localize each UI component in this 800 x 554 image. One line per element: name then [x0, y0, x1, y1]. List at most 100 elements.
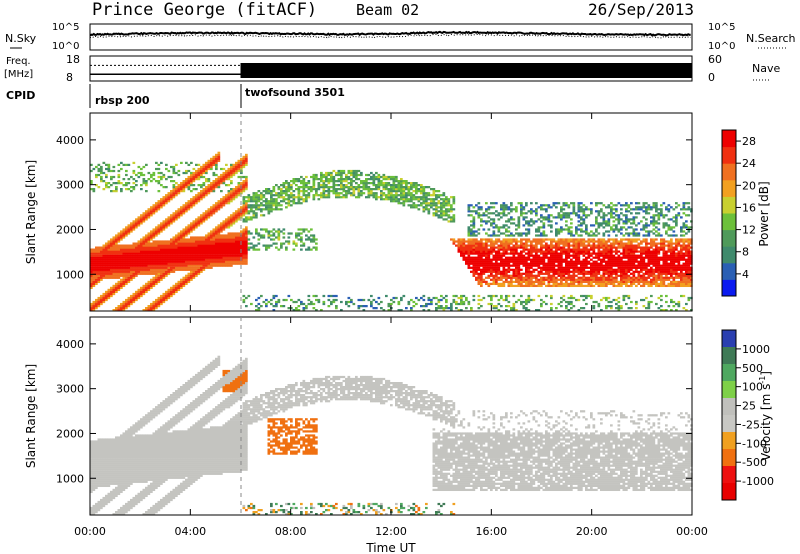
power-cell — [470, 244, 473, 247]
power-cell — [97, 173, 101, 177]
power-cell — [292, 196, 296, 199]
power-cell — [227, 192, 231, 195]
power-cell — [400, 196, 403, 199]
power-cell — [560, 276, 563, 279]
power-cell — [592, 276, 596, 279]
power-cell — [117, 286, 121, 290]
power-cell — [197, 250, 201, 253]
power-cell — [472, 216, 476, 219]
power-cell — [105, 262, 108, 265]
power-cell — [170, 268, 173, 271]
power-cell — [140, 252, 143, 255]
power-cell — [547, 284, 551, 288]
power-cell — [150, 208, 153, 211]
power-cell — [310, 238, 313, 241]
power-cell — [147, 305, 151, 308]
power-cell — [132, 300, 136, 304]
power-cell — [487, 262, 491, 265]
power-cell — [287, 294, 291, 298]
power-cell — [112, 258, 116, 261]
power-cell — [370, 300, 373, 304]
power-cell — [470, 230, 473, 233]
power-cell — [397, 309, 401, 312]
power-cell — [580, 250, 583, 253]
power-cell — [557, 248, 561, 251]
power-cell — [230, 240, 233, 243]
power-cell — [295, 188, 298, 191]
power-cell — [495, 264, 498, 267]
power-cell — [597, 226, 601, 229]
power-cell — [195, 188, 198, 191]
power-cell — [165, 178, 168, 181]
power-cell — [482, 296, 486, 300]
power-cell — [567, 256, 571, 259]
power-cell — [560, 300, 563, 304]
power-cell — [452, 196, 456, 199]
power-cell — [177, 260, 181, 263]
power-cell — [560, 260, 563, 263]
power-cell — [162, 248, 166, 251]
power-cell — [445, 208, 448, 211]
power-cell — [587, 250, 591, 253]
power-cell — [147, 236, 151, 239]
power-cell — [512, 284, 516, 288]
power-cell — [147, 270, 151, 273]
power-cell — [165, 270, 168, 273]
power-cell — [177, 214, 181, 217]
power-cell — [485, 256, 488, 259]
power-cell — [565, 276, 568, 279]
power-cell — [480, 272, 483, 275]
power-cell — [150, 234, 153, 237]
power-cell — [442, 202, 446, 205]
power-cell — [595, 274, 598, 277]
power-cell — [147, 248, 151, 251]
power-cell — [155, 250, 158, 253]
power-cell — [275, 204, 278, 207]
power-cell — [485, 254, 488, 257]
power-cell — [547, 282, 551, 286]
power-cell — [472, 218, 476, 221]
power-cell — [522, 216, 526, 219]
power-cell — [267, 200, 271, 203]
power-cell — [142, 173, 146, 177]
power-cell — [502, 250, 506, 253]
power-cell — [95, 165, 98, 169]
power-cell — [250, 246, 253, 249]
power-cell — [555, 252, 558, 255]
power-cell — [577, 214, 581, 217]
power-cell — [167, 254, 171, 257]
power-cell — [182, 230, 186, 233]
power-cell — [250, 208, 253, 211]
power-cell — [435, 198, 438, 201]
power-cell — [505, 258, 508, 261]
power-cell — [172, 244, 176, 247]
power-cell — [567, 230, 571, 233]
power-cell — [152, 173, 156, 177]
power-cell — [230, 163, 233, 167]
power-cell — [527, 252, 531, 255]
power-cell — [125, 276, 128, 279]
power-cell — [555, 307, 558, 310]
power-cell — [130, 294, 133, 298]
power-cell — [302, 180, 306, 183]
power-cell — [112, 262, 116, 265]
power-cell — [235, 169, 238, 173]
power-cell — [222, 242, 226, 245]
power-cell — [120, 182, 123, 185]
power-cell — [105, 292, 108, 296]
power-cell — [597, 284, 601, 288]
power-cell — [302, 192, 306, 195]
power-cell — [475, 258, 478, 261]
power-cell — [172, 240, 176, 243]
power-cell — [467, 300, 471, 304]
power-cell — [597, 252, 601, 255]
power-cell — [165, 194, 168, 197]
power-cell — [210, 159, 213, 163]
power-cell — [107, 288, 111, 292]
power-cell — [110, 184, 113, 187]
power-cell — [560, 252, 563, 255]
power-cell — [185, 178, 188, 181]
power-cell — [527, 238, 531, 241]
power-cell — [270, 196, 273, 199]
power-cell — [492, 274, 496, 277]
